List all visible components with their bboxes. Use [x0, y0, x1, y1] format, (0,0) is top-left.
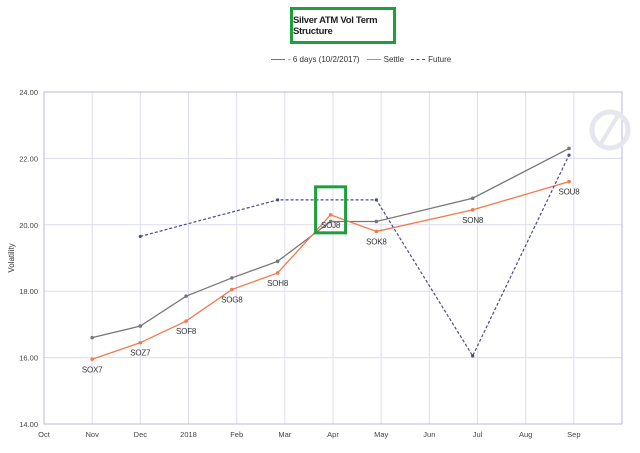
- y-tick-label: 16.00: [19, 354, 38, 363]
- y-tick-label: 14.00: [19, 420, 38, 429]
- series-settle-point: [184, 319, 188, 323]
- series-future-line: [140, 154, 570, 358]
- series-future-point: [567, 153, 571, 157]
- chart-title-box: Silver ATM Vol Term Structure: [290, 7, 396, 44]
- data-label: SON8: [462, 216, 484, 225]
- y-tick-label: 22.00: [19, 154, 38, 163]
- series-future-point: [471, 354, 475, 358]
- series-prior-point: [90, 335, 94, 340]
- chart-title: Silver ATM Vol Term Structure: [293, 14, 378, 37]
- series-settle-line: [91, 181, 570, 360]
- series-prior-point: [374, 219, 379, 224]
- legend-item-settle: Settle: [366, 54, 405, 64]
- legend-item-future: Future: [411, 55, 451, 64]
- series-settle-point: [230, 287, 234, 292]
- series-prior-point: [567, 146, 571, 151]
- series-prior-point: [470, 196, 475, 201]
- x-tick-label: Aug: [519, 430, 532, 439]
- data-label: SOU8: [559, 188, 581, 197]
- series-prior-point: [230, 276, 234, 280]
- series-settle-point: [328, 213, 333, 217]
- series-future-point: [374, 198, 378, 202]
- series-prior-line: [92, 147, 570, 339]
- x-tick-label: Oct: [38, 430, 51, 439]
- x-tick-label: May: [374, 430, 388, 439]
- x-tick-label: Nov: [85, 430, 99, 439]
- highlight-box: [314, 185, 348, 235]
- series-settle-point: [275, 271, 280, 275]
- legend-swatch-prior: [271, 58, 285, 60]
- series-settle-point: [567, 179, 571, 184]
- series-settle-point: [374, 229, 379, 234]
- data-label: SOH8: [267, 279, 289, 288]
- x-tick-label: Feb: [230, 430, 243, 439]
- chart-legend: - 6 days (10/2/2017) Settle Future: [271, 52, 451, 66]
- x-tick-label: Dec: [134, 430, 148, 439]
- data-label: SOK8: [366, 237, 387, 246]
- series-prior-point: [184, 294, 188, 298]
- legend-swatch-future: [411, 58, 426, 60]
- y-tick-label: 24.00: [19, 88, 38, 97]
- y-tick-label: 18.00: [19, 287, 38, 296]
- y-axis-label: Volatility: [7, 243, 16, 272]
- series-settle-point: [470, 208, 475, 212]
- x-tick-label: Jul: [473, 430, 483, 439]
- x-tick-label: Apr: [327, 430, 339, 439]
- series-future-point: [276, 198, 280, 202]
- x-tick-label: Sep: [567, 430, 580, 439]
- x-tick-label: Mar: [278, 430, 291, 439]
- plot-frame: [43, 91, 623, 425]
- x-tick-label: Jun: [423, 430, 435, 439]
- series-prior-point: [328, 219, 333, 224]
- legend-swatch-settle: [366, 58, 381, 60]
- legend-item-prior: - 6 days (10/2/2017): [271, 55, 360, 64]
- data-label: SOZ7: [130, 349, 151, 358]
- legend-label-settle: Settle: [383, 54, 405, 64]
- y-tick-label: 20.00: [19, 221, 38, 230]
- series-settle-point: [90, 357, 94, 362]
- legend-label-prior: - 6 days (10/2/2017): [288, 54, 360, 64]
- data-label: SOF8: [176, 327, 197, 336]
- watermark-logo: [589, 109, 631, 151]
- series-prior-point: [138, 324, 143, 328]
- legend-label-future: Future: [428, 54, 452, 64]
- data-label: SOJ8: [321, 221, 341, 230]
- watermark-logo: [598, 110, 622, 147]
- x-tick-label: 2018: [180, 430, 197, 439]
- series-future-point: [138, 234, 142, 239]
- series-prior-point: [275, 259, 280, 264]
- data-label: SOG8: [221, 296, 243, 305]
- series-settle-point: [138, 340, 143, 345]
- data-label: SOX7: [82, 365, 103, 374]
